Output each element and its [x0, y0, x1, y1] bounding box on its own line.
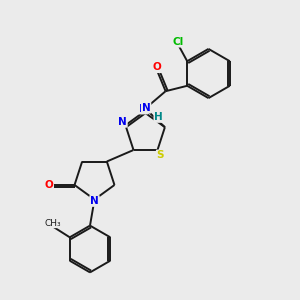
Text: O: O	[153, 62, 162, 72]
Text: Cl: Cl	[172, 37, 184, 47]
Text: CH₃: CH₃	[45, 219, 62, 228]
Text: H: H	[154, 112, 163, 122]
Text: N: N	[142, 103, 151, 113]
Text: N: N	[90, 196, 99, 206]
Text: S: S	[157, 150, 164, 161]
Text: N: N	[118, 117, 127, 127]
Text: O: O	[44, 180, 53, 190]
Text: N: N	[139, 103, 148, 114]
